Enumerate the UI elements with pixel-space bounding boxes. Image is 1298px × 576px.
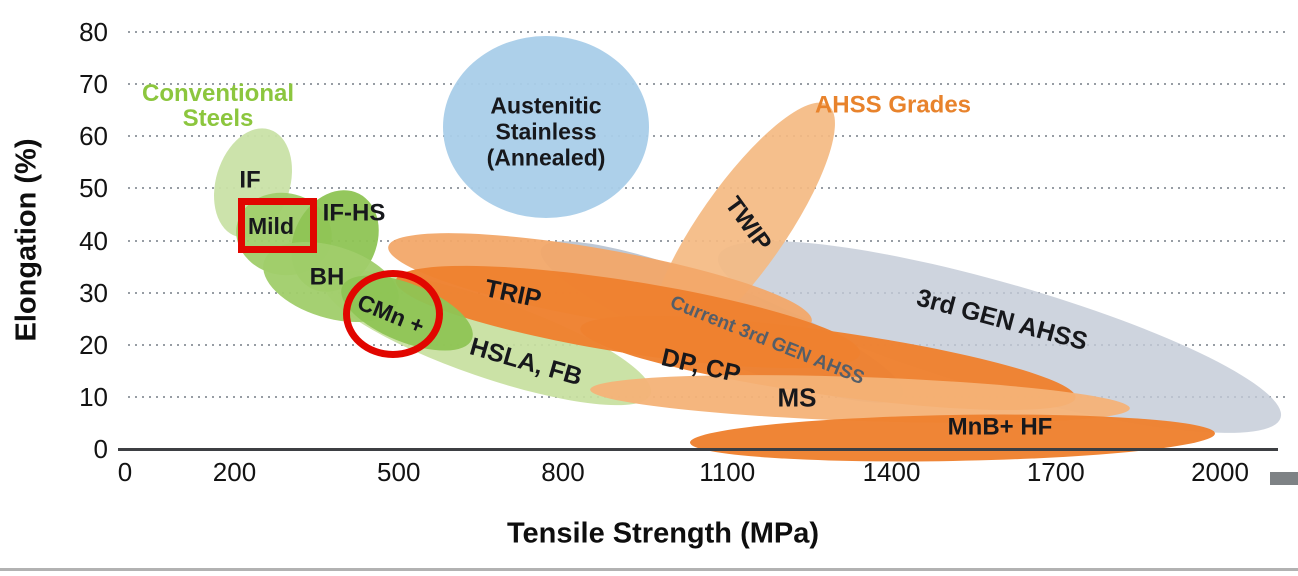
y-tick-10: 10	[79, 381, 108, 412]
x-tick-2000: 2000	[1191, 457, 1249, 487]
gridline-50	[128, 187, 1288, 190]
x-tick-800: 800	[541, 457, 585, 487]
austenitic-stainless-region	[443, 36, 649, 218]
austenitic-label: Austenitic Stainless (Annealed)	[486, 92, 606, 170]
if-hs-label: IF-HS	[322, 199, 386, 227]
bottom-border-rule	[0, 568, 1298, 571]
x-axis-line	[118, 448, 1278, 451]
bh-label: BH	[309, 263, 345, 291]
x-tick-1400: 1400	[862, 457, 921, 487]
y-tick-30: 30	[79, 277, 108, 308]
gridline-80	[128, 31, 1288, 33]
mnb-hf-label: MnB+ HF	[947, 413, 1053, 441]
x-tick-1100: 1100	[699, 457, 756, 487]
y-tick-20: 20	[79, 329, 108, 360]
x-tick-0: 0	[117, 457, 133, 487]
mild-label: Mild	[248, 212, 294, 239]
gridline-60	[128, 135, 1288, 138]
x-axis-title: Tensile Strength (MPa)	[506, 517, 820, 550]
x-tick-500: 500	[377, 457, 421, 487]
y-tick-80: 80	[79, 17, 108, 47]
y-tick-50: 50	[79, 173, 108, 204]
y-tick-70: 70	[79, 69, 108, 100]
mild-highlight-box	[238, 198, 317, 253]
y-tick-0: 0	[93, 434, 108, 464]
gridline-70	[128, 83, 1288, 86]
x-tick-200: 200	[212, 457, 257, 487]
x-tick-1700: 1700	[1026, 457, 1085, 487]
conventional-steels-caption: Conventional Steels	[141, 79, 295, 132]
if-label: IF	[239, 166, 261, 194]
axis-end-marker	[1270, 472, 1298, 485]
ms-label: MS	[777, 382, 817, 413]
ahss-grades-caption: AHSS Grades	[814, 91, 972, 119]
y-tick-60: 60	[79, 121, 108, 152]
cmn-highlight-circle	[343, 270, 443, 358]
y-tick-40: 40	[79, 225, 108, 256]
